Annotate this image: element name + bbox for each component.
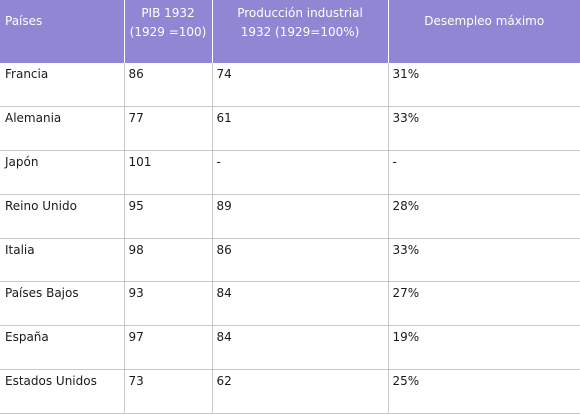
cell-country: Países Bajos xyxy=(0,281,124,327)
table-row: Japón 101 - - xyxy=(0,150,580,195)
cell-industrial: 61 xyxy=(211,106,388,152)
cell-unemployment: 19% xyxy=(387,325,580,371)
cell-pib: 77 xyxy=(123,106,212,152)
header-pib: PIB 1932 (1929 =100) xyxy=(123,0,212,63)
table-row: Alemania 77 61 33% xyxy=(0,106,580,152)
cell-industrial: 89 xyxy=(211,194,388,239)
cell-country: Estados Unidos xyxy=(0,369,124,414)
table-row: Italia 98 86 33% xyxy=(0,238,580,283)
cell-unemployment: 33% xyxy=(387,238,580,283)
cell-country: Alemania xyxy=(0,106,124,152)
cell-unemployment: 25% xyxy=(387,369,580,414)
table-row: España 97 84 19% xyxy=(0,325,580,371)
table-row: Países Bajos 93 84 27% xyxy=(0,281,580,327)
table-row: Francia 86 74 31% xyxy=(0,63,580,108)
cell-unemployment: - xyxy=(387,150,580,195)
cell-industrial: 84 xyxy=(211,325,388,371)
cell-pib: 73 xyxy=(123,369,212,414)
cell-unemployment: 31% xyxy=(387,63,580,108)
cell-unemployment: 33% xyxy=(387,106,580,152)
cell-country: Reino Unido xyxy=(0,194,124,239)
cell-country: Italia xyxy=(0,238,124,283)
cell-pib: 86 xyxy=(123,63,212,108)
cell-pib: 97 xyxy=(123,325,212,371)
cell-industrial: 84 xyxy=(211,281,388,327)
cell-pib: 101 xyxy=(123,150,212,195)
table-header-row: Países PIB 1932 (1929 =100) Producción i… xyxy=(0,0,580,63)
cell-unemployment: 27% xyxy=(387,281,580,327)
cell-pib: 93 xyxy=(123,281,212,327)
header-desempleo: Desempleo máximo xyxy=(387,0,580,63)
cell-country: Francia xyxy=(0,63,124,108)
cell-industrial: 62 xyxy=(211,369,388,414)
cell-pib: 98 xyxy=(123,238,212,283)
cell-industrial: - xyxy=(211,150,388,195)
header-paises: Países xyxy=(0,0,124,63)
cell-pib: 95 xyxy=(123,194,212,239)
cell-industrial: 86 xyxy=(211,238,388,283)
header-produccion-industrial: Producción industrial 1932 (1929=100%) xyxy=(211,0,388,63)
cell-country: Japón xyxy=(0,150,124,195)
table-row: Reino Unido 95 89 28% xyxy=(0,194,580,239)
table-row: Estados Unidos 73 62 25% xyxy=(0,369,580,414)
cell-industrial: 74 xyxy=(211,63,388,108)
cell-country: España xyxy=(0,325,124,371)
cell-unemployment: 28% xyxy=(387,194,580,239)
